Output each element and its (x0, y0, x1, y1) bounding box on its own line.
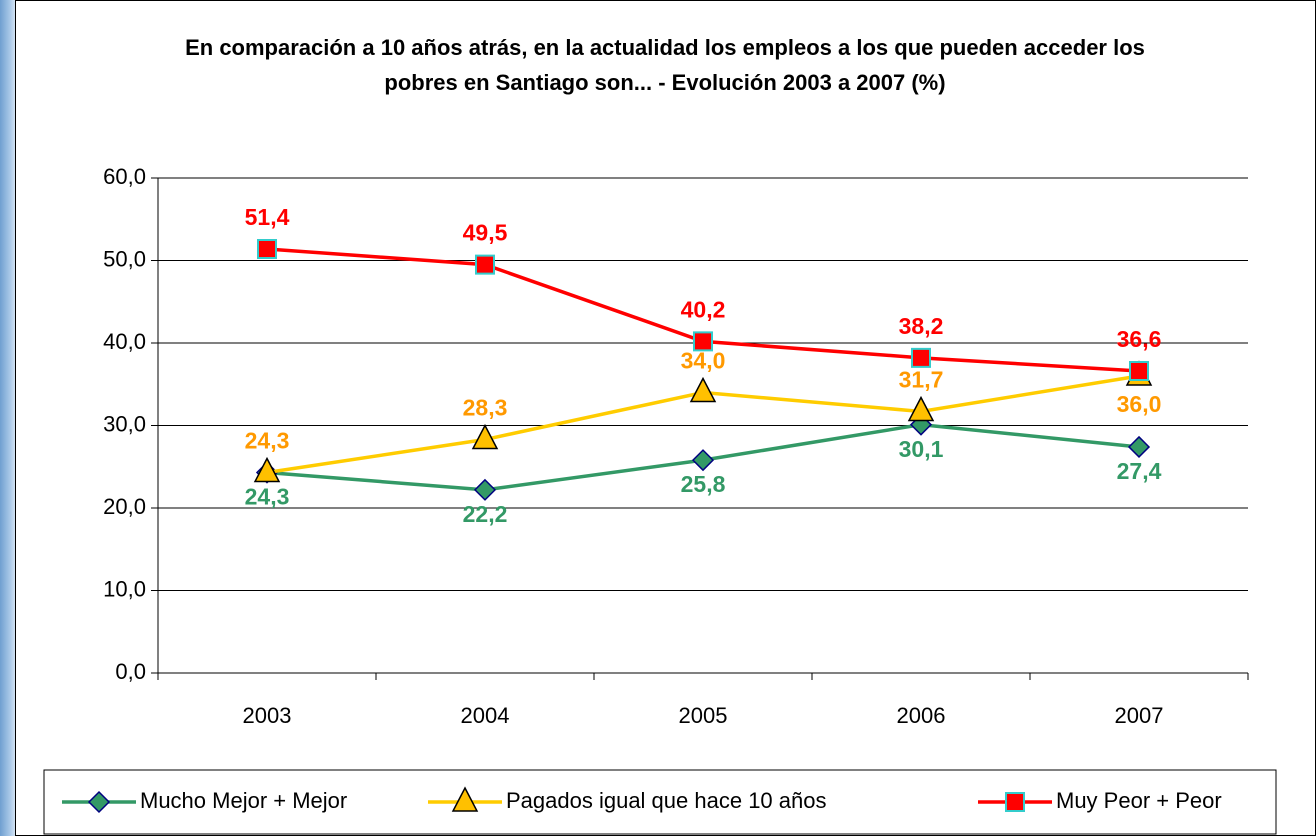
x-tick-label: 2007 (1115, 703, 1164, 728)
data-label: 31,7 (899, 367, 944, 393)
data-point (475, 254, 495, 275)
x-tick-label: 2004 (461, 703, 510, 728)
data-point (911, 347, 931, 368)
y-tick-label: 60,0 (103, 164, 146, 189)
y-tick-label: 40,0 (103, 329, 146, 354)
data-point (473, 478, 497, 501)
data-point (689, 376, 717, 403)
data-label: 38,2 (899, 313, 944, 339)
y-tick-label: 50,0 (103, 246, 146, 271)
data-label: 34,0 (681, 348, 726, 374)
data-point (471, 423, 499, 450)
data-label: 25,8 (681, 471, 726, 497)
legend-label: Pagados igual que hace 10 años (506, 788, 826, 813)
data-label: 30,1 (899, 436, 944, 462)
data-label: 28,3 (463, 395, 508, 421)
legend-marker (451, 786, 479, 812)
data-label: 36,6 (1117, 326, 1162, 352)
data-label: 36,0 (1117, 391, 1162, 417)
data-label: 27,4 (1117, 458, 1162, 484)
x-tick-label: 2006 (897, 703, 946, 728)
data-point (257, 238, 277, 259)
y-tick-label: 20,0 (103, 494, 146, 519)
legend-marker (1005, 792, 1025, 812)
data-point (693, 331, 713, 352)
data-label: 24,3 (245, 484, 290, 510)
legend (43, 769, 1277, 835)
legend-marker (87, 790, 111, 814)
data-label: 24,3 (245, 428, 290, 454)
y-tick-label: 30,0 (103, 411, 146, 436)
data-label: 40,2 (681, 296, 726, 322)
legend-label: Muy Peor + Peor (1056, 788, 1222, 813)
chart-title: En comparación a 10 años atrás, en la ac… (185, 35, 1145, 95)
data-point (907, 395, 935, 422)
data-point (1129, 361, 1149, 382)
data-label: 49,5 (463, 220, 508, 246)
y-tick-label: 10,0 (103, 576, 146, 601)
chart-frame (15, 0, 1316, 836)
legend-label: Mucho Mejor + Mejor (140, 788, 347, 813)
data-point (1127, 435, 1151, 459)
data-point (253, 456, 281, 483)
x-tick-label: 2003 (243, 703, 292, 728)
y-tick-label: 0,0 (115, 659, 146, 684)
data-label: 22,2 (463, 501, 508, 527)
x-tick-label: 2005 (679, 703, 728, 728)
data-label: 51,4 (245, 204, 290, 230)
data-point (691, 449, 715, 472)
